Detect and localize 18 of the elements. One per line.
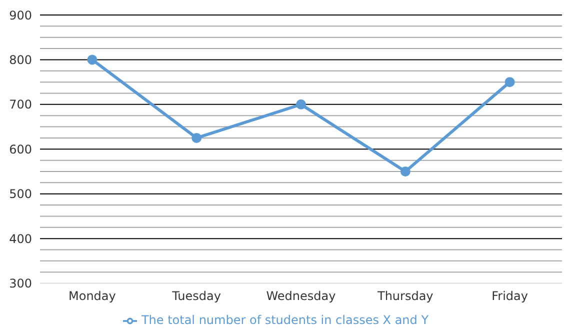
legend-label: The total number of students in classes X and Y [141,313,429,328]
point [296,99,306,110]
x-tick-label: Friday [492,288,528,303]
x-tick-label: Monday [68,288,116,303]
point [87,54,98,65]
y-tick-label: 500 [9,187,32,202]
y-tick-label: 900 [9,8,32,22]
y-tick-label: 600 [9,142,32,156]
y-tick-label: 300 [9,276,32,291]
point [400,166,410,176]
y-tick-label: 800 [9,52,32,67]
point [504,77,515,88]
x-tick-label: Wednesday [266,288,336,303]
point [192,132,202,143]
x-tick-label: Tuesday [171,288,222,303]
x-tick-label: Thursday [376,288,434,303]
y-tick-label: 400 [9,232,32,246]
y-tick-label: 700 [9,98,32,112]
